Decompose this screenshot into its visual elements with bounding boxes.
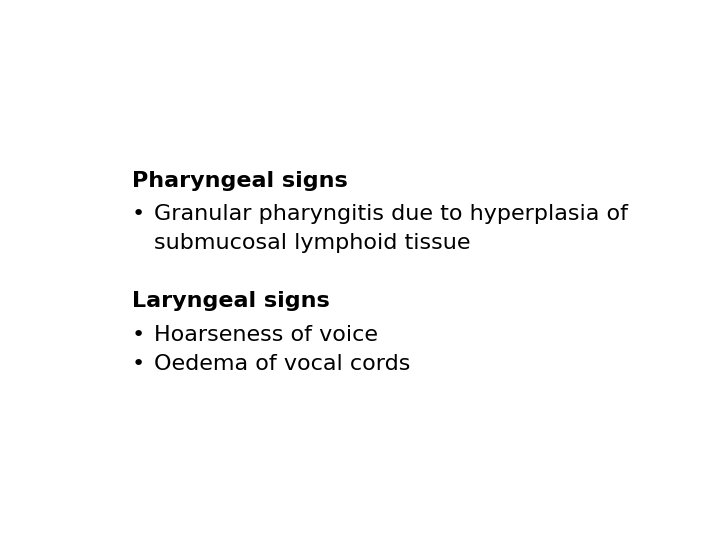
Text: Pharyngeal signs: Pharyngeal signs xyxy=(132,171,348,191)
Text: Laryngeal signs: Laryngeal signs xyxy=(132,292,330,312)
Text: Oedema of vocal cords: Oedema of vocal cords xyxy=(154,354,410,374)
Text: submucosal lymphoid tissue: submucosal lymphoid tissue xyxy=(154,233,471,253)
Text: Hoarseness of voice: Hoarseness of voice xyxy=(154,325,378,345)
Text: •: • xyxy=(132,354,145,374)
Text: •: • xyxy=(132,325,145,345)
Text: •: • xyxy=(132,204,145,224)
Text: Granular pharyngitis due to hyperplasia of: Granular pharyngitis due to hyperplasia … xyxy=(154,204,628,224)
